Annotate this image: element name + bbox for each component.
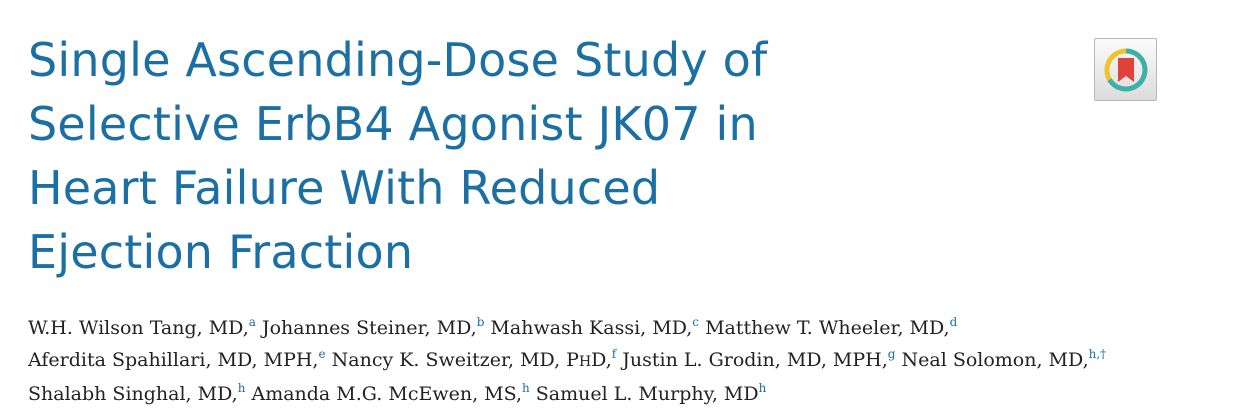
affiliation-link[interactable]: c	[692, 315, 700, 329]
crossmark-icon	[1104, 48, 1148, 92]
affiliation-link[interactable]: h,†	[1088, 347, 1107, 361]
affiliation-link[interactable]: f	[611, 347, 617, 361]
author-name-part: Nancy K. Sweitzer, MD, P	[331, 349, 579, 371]
author-name[interactable]: Mahwash Kassi, MD,	[490, 317, 693, 339]
author-name[interactable]: Johannes Steiner, MD,	[261, 317, 477, 339]
author-line: W.H. Wilson Tang, MD,a Johannes Steiner,…	[28, 312, 1228, 344]
title-line: Ejection Fraction	[28, 225, 414, 279]
author-name[interactable]: Shalabh Singhal, MD,	[28, 383, 238, 405]
article-title: Single Ascending-Dose Study of Selective…	[28, 28, 1028, 284]
affiliation-link[interactable]: h	[522, 381, 530, 395]
affiliation-link[interactable]: h	[237, 381, 246, 395]
crossmark-ring-yellow	[1104, 48, 1127, 81]
affiliation-link[interactable]: a	[248, 315, 256, 329]
title-line: Heart Failure With Reduced	[28, 161, 661, 215]
bookmark-icon	[1118, 58, 1134, 82]
author-name[interactable]: Matthew T. Wheeler, MD,	[705, 317, 950, 339]
author-line: Aferdita Spahillari, MD, MPH,e Nancy K. …	[28, 344, 1228, 378]
author-list: W.H. Wilson Tang, MD,a Johannes Steiner,…	[28, 312, 1228, 410]
affiliation-link[interactable]: h	[758, 381, 767, 395]
crossmark-button[interactable]	[1094, 38, 1157, 101]
affiliation-link[interactable]: e	[318, 347, 326, 361]
affiliation-link[interactable]: g	[887, 347, 896, 361]
author-line: Shalabh Singhal, MD,h Amanda M.G. McEwen…	[28, 378, 1228, 410]
affiliation-link[interactable]: b	[476, 315, 485, 329]
author-name[interactable]: Aferdita Spahillari, MD, MPH,	[28, 349, 319, 371]
author-name[interactable]: Justin L. Grodin, MD, MPH,	[622, 349, 888, 371]
author-name-part: H	[578, 354, 592, 370]
author-name[interactable]: Amanda M.G. McEwen, MS,	[251, 383, 522, 405]
title-line: Selective ErbB4 Agonist JK07 in	[28, 97, 758, 151]
title-line: Single Ascending-Dose Study of	[28, 33, 768, 87]
author-name[interactable]: Neal Solomon, MD,	[901, 349, 1089, 371]
crossmark-ring-teal	[1107, 48, 1148, 92]
author-name[interactable]: Samuel L. Murphy, MD	[535, 383, 759, 405]
author-name[interactable]: Nancy K. Sweitzer, MD, PHD,	[332, 349, 612, 371]
affiliation-link[interactable]: d	[949, 315, 958, 329]
author-name[interactable]: W.H. Wilson Tang, MD,	[28, 317, 249, 339]
author-name-part: D,	[591, 349, 612, 371]
